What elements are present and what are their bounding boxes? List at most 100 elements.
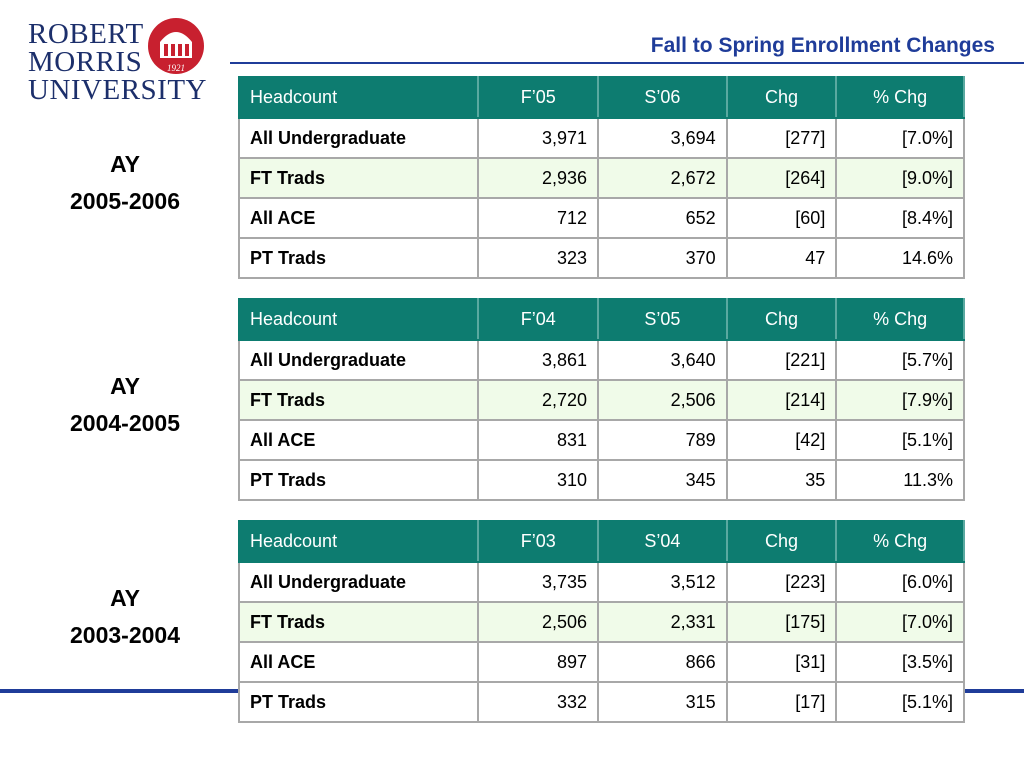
enrollment-table: Headcount F’05 S’06 Chg% Chg All Undergradua… <box>237 76 965 279</box>
cell: [221] <box>725 339 838 381</box>
cell: [5.7%] <box>835 339 965 381</box>
ay-label: AY <box>110 585 140 611</box>
cell: All Undergraduate <box>237 117 480 159</box>
logo-text: UNIVERSITY <box>28 74 207 106</box>
data-row: FT Trads 2,936 2,672 [264] [9.0%] <box>237 157 965 199</box>
cell: 315 <box>597 681 728 723</box>
header-cell: Headcount <box>237 520 480 563</box>
header-cell: F’04 <box>477 298 600 341</box>
header-cell: S’05 <box>597 298 728 341</box>
cell: 3,971 <box>477 117 600 159</box>
year-label: AY 2005-2006 <box>0 146 250 220</box>
logo-emblem: 1921 <box>148 18 204 74</box>
cell: 310 <box>477 459 600 501</box>
cell: PT Trads <box>237 237 480 279</box>
header-cell: Headcount <box>237 76 480 119</box>
cell: [277] <box>725 117 838 159</box>
cell: 712 <box>477 197 600 239</box>
ay-label: AY <box>110 151 140 177</box>
logo-year: 1921 <box>167 63 185 73</box>
cell: [9.0%] <box>835 157 965 199</box>
data-row: All ACE 712 652 [60] [8.4%] <box>237 197 965 239</box>
data-row: All Undergraduate 3,971 3,694 [277] [7.0%] <box>237 117 965 159</box>
cell: All Undergraduate <box>237 339 480 381</box>
cell: [6.0%] <box>835 561 965 603</box>
cell: 2,720 <box>477 379 600 421</box>
cell: [214] <box>725 379 838 421</box>
slide-title: Fall to Spring Enrollment Changes <box>650 34 995 57</box>
cell: 332 <box>477 681 600 723</box>
data-row: All ACE 831 789 [42] [5.1%] <box>237 419 965 461</box>
cell: 3,861 <box>477 339 600 381</box>
cell: 3,640 <box>597 339 728 381</box>
cell: [7.0%] <box>835 117 965 159</box>
cell: [5.1%] <box>835 681 965 723</box>
years-label: 2003-2004 <box>70 622 180 648</box>
cell: [8.4%] <box>835 197 965 239</box>
cell: 3,735 <box>477 561 600 603</box>
logo-text: ROBERT <box>28 18 144 50</box>
data-row: PT Trads 310 345 35 11.3% <box>237 459 965 501</box>
cell: 2,506 <box>477 601 600 643</box>
cell: 323 <box>477 237 600 279</box>
cell: [42] <box>725 419 838 461</box>
header-cell: Chg <box>725 298 838 341</box>
data-row: FT Trads 2,506 2,331 [175] [7.0%] <box>237 601 965 643</box>
header-cell: F’05 <box>477 76 600 119</box>
header-cell: S’06 <box>597 76 728 119</box>
cell: FT Trads <box>237 379 480 421</box>
data-row: All ACE 897 866 [31] [3.5%] <box>237 641 965 683</box>
years-label: 2004-2005 <box>70 410 180 436</box>
header-cell: Chg <box>725 76 838 119</box>
cell: 652 <box>597 197 728 239</box>
enrollment-table: Headcount F’04 S’05 Chg% Chg All Undergradua… <box>237 298 965 501</box>
header-row: Headcount F’04 S’05 Chg% Chg <box>237 298 965 341</box>
cell: 2,936 <box>477 157 600 199</box>
cell: 11.3% <box>835 459 965 501</box>
cell: 2,506 <box>597 379 728 421</box>
cell: 2,331 <box>597 601 728 643</box>
cell: 789 <box>597 419 728 461</box>
cell: [31] <box>725 641 838 683</box>
header-cell: Headcount <box>237 298 480 341</box>
ay-label: AY <box>110 373 140 399</box>
data-row: All Undergraduate 3,861 3,640 [221] [5.7%] <box>237 339 965 381</box>
data-row: FT Trads 2,720 2,506 [214] [7.9%] <box>237 379 965 421</box>
year-label: AY 2004-2005 <box>0 368 250 442</box>
cell: All ACE <box>237 419 480 461</box>
cell: 866 <box>597 641 728 683</box>
data-row: All Undergraduate 3,735 3,512 [223] [6.0%] <box>237 561 965 603</box>
cell: PT Trads <box>237 459 480 501</box>
logo-text: MORRIS <box>28 46 143 78</box>
cell: [60] <box>725 197 838 239</box>
cell: 345 <box>597 459 728 501</box>
header-cell: % Chg <box>835 298 965 341</box>
cell: PT Trads <box>237 681 480 723</box>
year-label: AY 2003-2004 <box>0 580 250 654</box>
cell: 14.6% <box>835 237 965 279</box>
header-row: Headcount F’03 S’04 Chg% Chg <box>237 520 965 563</box>
header-cell: Chg <box>725 520 838 563</box>
title-rule <box>230 62 1024 64</box>
cell: 831 <box>477 419 600 461</box>
cell: [223] <box>725 561 838 603</box>
header-row: Headcount F’05 S’06 Chg% Chg <box>237 76 965 119</box>
cell: [264] <box>725 157 838 199</box>
cell: [5.1%] <box>835 419 965 461</box>
cell: All ACE <box>237 641 480 683</box>
cell: 897 <box>477 641 600 683</box>
cell: 2,672 <box>597 157 728 199</box>
cell: 3,694 <box>597 117 728 159</box>
cell: [7.9%] <box>835 379 965 421</box>
cell: FT Trads <box>237 157 480 199</box>
cell: 3,512 <box>597 561 728 603</box>
header-cell: % Chg <box>835 76 965 119</box>
cell: 35 <box>725 459 838 501</box>
cell: [7.0%] <box>835 601 965 643</box>
cell: All ACE <box>237 197 480 239</box>
cell: [175] <box>725 601 838 643</box>
cell: [17] <box>725 681 838 723</box>
years-label: 2005-2006 <box>70 188 180 214</box>
data-row: PT Trads 332 315 [17] [5.1%] <box>237 681 965 723</box>
